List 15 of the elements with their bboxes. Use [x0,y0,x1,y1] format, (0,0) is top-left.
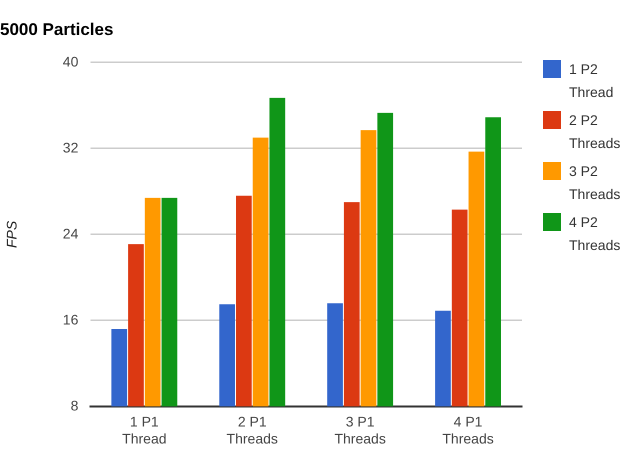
y-tick-label: 24 [62,225,79,242]
legend-label: 3 P2 Threads [569,162,620,204]
legend-label: 2 P2 Threads [569,111,620,153]
legend-label: 1 P2 Thread [569,60,614,102]
y-tick-label: 8 [70,397,79,414]
x-tick-label: 1 P1 Thread [122,414,167,446]
y-tick-label: 40 [62,53,79,70]
legend-label: 4 P2 Threads [569,213,620,255]
x-tick-label: 4 P1 Threads [442,414,494,446]
y-tick-label: 32 [62,139,79,156]
y-tick-label: 16 [62,311,79,328]
chart-title: 5000 Particles [0,20,114,39]
y-axis-title: FPS [3,220,20,248]
x-tick-label: 2 P1 Threads [226,414,278,446]
x-tick-label: 3 P1 Threads [334,414,386,446]
